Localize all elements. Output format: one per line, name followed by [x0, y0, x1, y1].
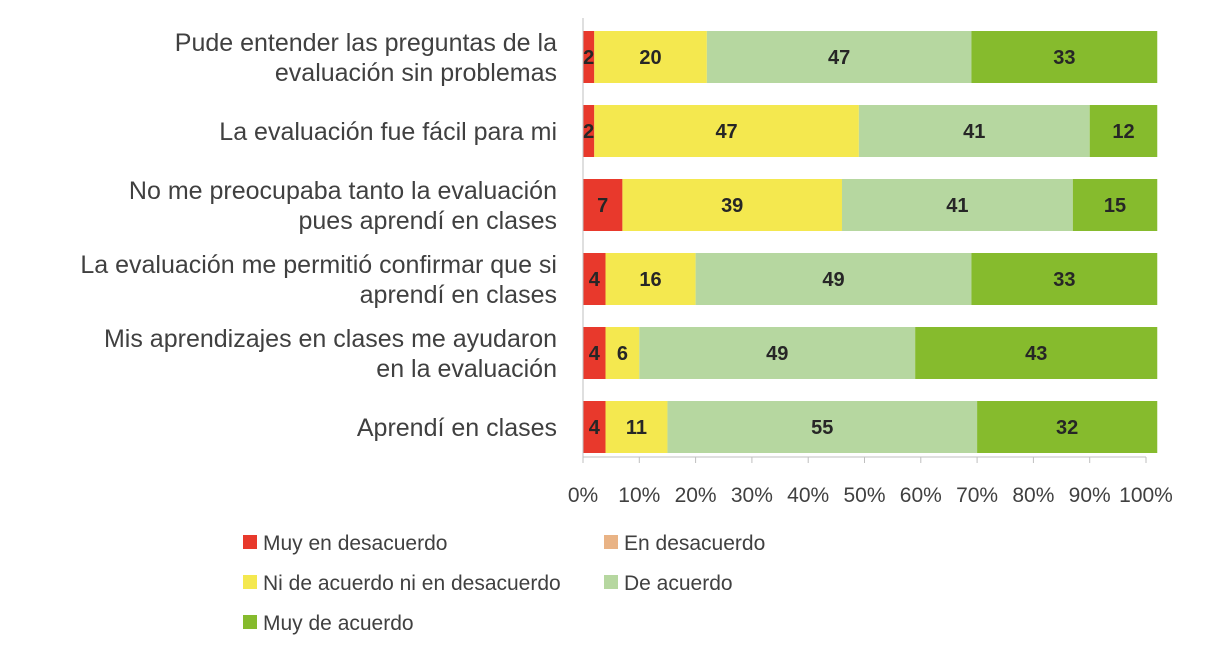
category-label: La evaluación fue fácil para mi: [219, 118, 557, 146]
bar-segment: [639, 327, 916, 379]
x-tick-label: 70%: [956, 484, 998, 507]
data-label: 4: [589, 343, 601, 365]
x-tick-label: 50%: [843, 484, 885, 507]
data-label: 49: [822, 269, 844, 291]
data-label: 16: [639, 269, 661, 291]
legend-label: De acuerdo: [624, 572, 733, 595]
data-label: 55: [811, 417, 833, 439]
bar-segment: [605, 401, 668, 453]
x-axis: 0% 10% 20% 30% 40% 50% 60% 70% 80% 90% 100%: [568, 18, 1173, 507]
x-tick-label: 60%: [900, 484, 942, 507]
legend-label: En desacuerdo: [624, 532, 765, 555]
category-label: Mis aprendizajes en clases me ayudaron: [104, 325, 557, 353]
data-label: 4: [589, 269, 601, 291]
bar-segment: [594, 105, 859, 157]
data-label: 4: [589, 417, 601, 439]
bar-segment: [971, 253, 1158, 305]
bar-segment: [706, 31, 972, 83]
legend-swatch: [243, 575, 257, 589]
category-label: evaluación sin problemas: [275, 59, 557, 87]
bar-segment: [622, 179, 842, 231]
data-label: 39: [721, 195, 743, 217]
x-tick-label: 90%: [1069, 484, 1111, 507]
bar-segment: [583, 253, 606, 305]
legend-swatch: [243, 535, 257, 549]
bar-segment: [1072, 179, 1158, 231]
bar-segment: [971, 31, 1158, 83]
legend: Muy en desacuerdo En desacuerdo Ni de acue…: [243, 532, 765, 635]
data-label: 47: [715, 121, 737, 143]
x-tick-label: 20%: [675, 484, 717, 507]
category-label: No me preocupaba tanto la evaluación: [129, 177, 557, 205]
data-label: 2: [583, 121, 594, 143]
x-tick-label: 80%: [1012, 484, 1054, 507]
data-label: 15: [1104, 195, 1126, 217]
x-tick-label: 30%: [731, 484, 773, 507]
legend-label: Ni de acuerdo ni en desacuerdo: [263, 572, 561, 595]
bar-segment: [977, 401, 1158, 453]
x-tick-label: 40%: [787, 484, 829, 507]
data-label: 41: [946, 195, 968, 217]
data-label: 32: [1056, 417, 1078, 439]
bar-segment: [841, 179, 1073, 231]
bar-segment: [667, 401, 978, 453]
bar-segment: [583, 327, 606, 379]
bar-segment: [594, 31, 707, 83]
category-labels: Pude entender las preguntas de laevaluac…: [80, 29, 557, 442]
data-label: 20: [639, 47, 661, 69]
data-label: 11: [626, 417, 647, 439]
bar-segment: [858, 105, 1090, 157]
legend-swatch: [604, 535, 618, 549]
data-label: 33: [1053, 47, 1075, 69]
data-label: 2: [583, 47, 594, 69]
category-label: pues aprendí en clases: [298, 207, 557, 235]
data-label: 49: [766, 343, 788, 365]
data-label: 6: [617, 343, 628, 365]
bar-segment: [1089, 105, 1158, 157]
category-label: La evaluación me permitió confirmar que …: [80, 251, 557, 279]
bar-segment: [583, 105, 595, 157]
data-label: 41: [963, 121, 985, 143]
data-label: 43: [1025, 343, 1047, 365]
category-label: aprendí en clases: [360, 281, 557, 309]
bar-segment: [583, 179, 623, 231]
data-label: 47: [828, 47, 850, 69]
data-label: 7: [597, 195, 608, 217]
data-label: 33: [1053, 269, 1075, 291]
legend-swatch: [243, 615, 257, 629]
category-label: en la evaluación: [376, 355, 557, 383]
bar-segment: [583, 31, 595, 83]
bar-segment: [583, 401, 606, 453]
legend-swatch: [604, 575, 618, 589]
bar-segment: [915, 327, 1158, 379]
data-label: 12: [1112, 121, 1134, 143]
category-label: Pude entender las preguntas de la: [175, 29, 557, 57]
legend-label: Muy de acuerdo: [263, 612, 414, 635]
legend-label: Muy en desacuerdo: [263, 532, 447, 555]
bar-segment: [695, 253, 972, 305]
bar-segment: [605, 327, 640, 379]
plot-area: 2 20 47 332 47 41 127 39 41 154 16 49 334 6 49 434 11 55 3…: [583, 31, 1158, 453]
bar-segment: [605, 253, 696, 305]
x-tick-label: 0%: [568, 484, 598, 507]
category-label: Aprendí en clases: [357, 414, 557, 442]
x-tick-label: 10%: [618, 484, 660, 507]
x-tick-label: 100%: [1119, 484, 1173, 507]
